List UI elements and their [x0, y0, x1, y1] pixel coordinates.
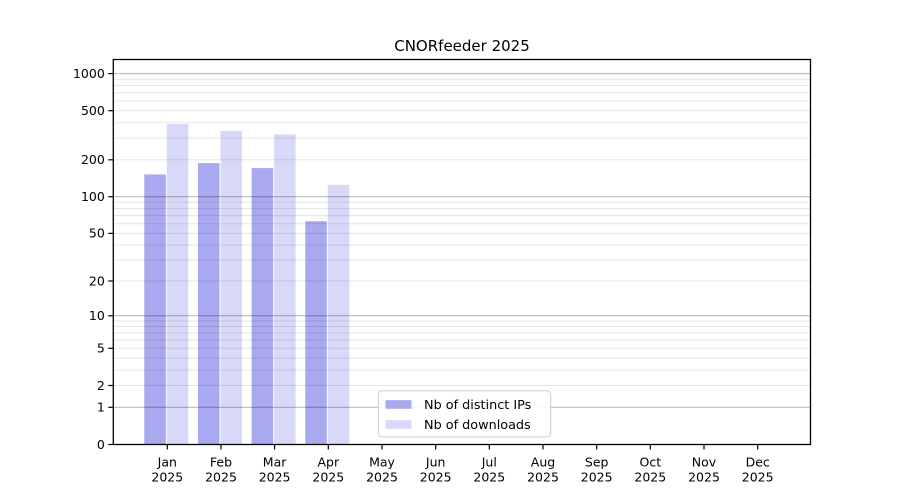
- legend-label-distinct-ips: Nb of distinct IPs: [424, 398, 532, 413]
- x-tick-label: Feb 2025: [205, 455, 237, 485]
- x-axis: Jan 2025 Feb 2025 Mar 2025 Apr 2025 May 2025 Jun 20…: [151, 444, 774, 485]
- y-tick-label: 2: [97, 378, 105, 393]
- legend-label-downloads: Nb of downloads: [424, 418, 531, 433]
- bars-group: [144, 124, 350, 445]
- y-tick-label: 5: [97, 341, 105, 356]
- bar-distinct-ips-apr-2025: [305, 221, 327, 445]
- x-tick-label: Mar 2025: [259, 455, 291, 485]
- legend-swatch-downloads: [385, 420, 412, 429]
- x-tick-label: Dec 2025: [742, 455, 774, 485]
- y-tick-label: 0: [97, 437, 105, 452]
- y-tick-label: 20: [89, 273, 105, 288]
- bar-downloads-jan-2025: [166, 124, 189, 445]
- y-tick-label: 10: [89, 308, 105, 323]
- y-tick-label: 200: [81, 152, 105, 167]
- x-tick-label: Jan 2025: [151, 455, 183, 485]
- x-tick-label: Sep 2025: [581, 455, 613, 485]
- y-tick-label: 100: [81, 189, 105, 204]
- y-tick-label: 1: [97, 400, 105, 415]
- plot-frame: [112, 58, 812, 446]
- y-tick-label: 50: [89, 226, 105, 241]
- chart-title: CNORfeeder 2025: [394, 37, 530, 55]
- legend-box: [377, 390, 552, 438]
- bar-downloads-feb-2025: [220, 130, 242, 445]
- y-tick-label: 1000: [73, 66, 105, 81]
- bar-distinct-ips-mar-2025: [251, 168, 274, 445]
- y-axis: 0 1 2 5 10 20 50 100 200 500 1000: [73, 66, 114, 452]
- bar-downloads-apr-2025: [327, 184, 350, 445]
- bar-distinct-ips-feb-2025: [198, 163, 220, 445]
- x-tick-label: Nov 2025: [688, 455, 720, 485]
- x-tick-label: Oct 2025: [634, 455, 666, 485]
- x-tick-label: Apr 2025: [312, 455, 344, 485]
- x-tick-label: Jun 2025: [420, 455, 452, 485]
- bar-distinct-ips-jan-2025: [144, 174, 166, 445]
- bar-downloads-mar-2025: [274, 134, 296, 445]
- x-tick-label: Aug 2025: [527, 455, 559, 485]
- x-tick-label: Jul 2025: [473, 455, 505, 485]
- legend: Nb of distinct IPs Nb of downloads: [377, 390, 552, 438]
- y-tick-label: 500: [81, 103, 105, 118]
- x-tick-label: May 2025: [366, 455, 398, 485]
- legend-swatch-distinct-ips: [385, 400, 412, 409]
